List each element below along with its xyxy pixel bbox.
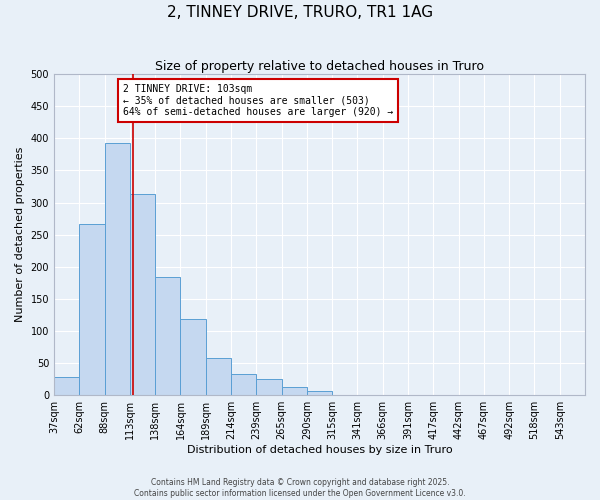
Bar xyxy=(181,320,206,395)
Bar xyxy=(281,387,307,395)
X-axis label: Distribution of detached houses by size in Truro: Distribution of detached houses by size … xyxy=(187,445,452,455)
Bar xyxy=(104,143,130,395)
Bar xyxy=(79,224,104,395)
Bar xyxy=(256,379,281,395)
Text: 2, TINNEY DRIVE, TRURO, TR1 1AG: 2, TINNEY DRIVE, TRURO, TR1 1AG xyxy=(167,5,433,20)
Text: Contains HM Land Registry data © Crown copyright and database right 2025.
Contai: Contains HM Land Registry data © Crown c… xyxy=(134,478,466,498)
Title: Size of property relative to detached houses in Truro: Size of property relative to detached ho… xyxy=(155,60,484,73)
Bar xyxy=(130,194,155,395)
Y-axis label: Number of detached properties: Number of detached properties xyxy=(15,147,25,322)
Bar xyxy=(54,377,79,395)
Bar xyxy=(155,277,181,395)
Text: 2 TINNEY DRIVE: 103sqm
← 35% of detached houses are smaller (503)
64% of semi-de: 2 TINNEY DRIVE: 103sqm ← 35% of detached… xyxy=(123,84,394,117)
Bar xyxy=(307,390,332,395)
Bar xyxy=(206,358,231,395)
Bar xyxy=(231,374,256,395)
